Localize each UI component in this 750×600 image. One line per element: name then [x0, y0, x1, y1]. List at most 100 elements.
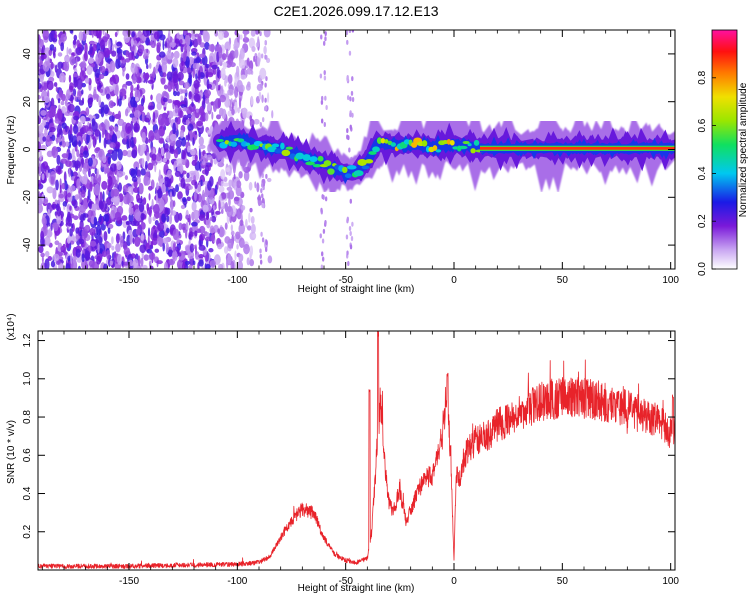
spectrogram-cell: [182, 50, 187, 63]
spectrogram-cell: [116, 265, 119, 269]
spectrogram-cell: [258, 91, 262, 100]
spectrogram-cell: [73, 34, 78, 41]
spectrogram-cell: [103, 230, 108, 242]
spectrogram-x-axis: -150 -100 -50 0 50 100: [41, 30, 679, 286]
spectrogram-cell: [99, 39, 105, 50]
spectrogram-cell: [207, 180, 212, 191]
ridge-core: [449, 139, 455, 146]
spectrogram-cell: [154, 248, 160, 253]
spectrogram-cell: [191, 101, 194, 107]
spectrogram-cell: [95, 30, 102, 39]
spectrogram-cell: [220, 209, 224, 214]
spectrogram-cell: [263, 45, 267, 55]
spectrogram-cell: [59, 72, 66, 83]
spectrogram-cell: [114, 31, 118, 38]
spectrogram-cell: [325, 105, 328, 111]
spectrogram-cell: [134, 65, 138, 75]
spectrogram-cell: [69, 30, 74, 34]
spectrogram-cell: [167, 249, 174, 257]
spectrogram-cell: [111, 236, 114, 245]
spectrogram-cell: [110, 163, 117, 172]
spectrogram-cell: [81, 97, 85, 104]
spectrogram-cell: [172, 242, 176, 253]
spectrogram-cell: [151, 237, 158, 246]
ridge-core: [344, 173, 352, 179]
ridge-core: [280, 142, 285, 150]
spectrogram-cell: [141, 143, 147, 152]
spectrogram-cell: [70, 253, 73, 265]
spectrogram-cell: [165, 242, 169, 254]
spectrogram-cell: [182, 150, 186, 160]
spectrogram-cell: [137, 144, 141, 154]
spectrogram-cell: [43, 222, 47, 231]
spectrogram-cell: [156, 188, 163, 199]
spectrogram-cell: [76, 78, 83, 91]
ridge-core: [372, 146, 380, 153]
spectrogram-cell: [96, 168, 99, 179]
spectrogram-cell: [215, 210, 221, 215]
spectrogram-cell: [198, 259, 204, 267]
spectrogram-cell: [69, 82, 74, 91]
spectrogram-cell: [83, 236, 86, 248]
spectrogram-cell: [75, 248, 81, 258]
spectrogram-cell: [128, 205, 134, 216]
colorbar-tick-label: 0.8: [697, 70, 708, 84]
spectrogram-cell: [47, 255, 53, 262]
spectrogram-cell: [52, 253, 60, 262]
spectrogram-cell: [121, 215, 128, 222]
spectrogram-cell: [173, 90, 178, 97]
spectrogram-cell: [40, 144, 47, 152]
spectrogram-cell: [349, 230, 352, 236]
spectrogram-cell: [130, 168, 138, 179]
spectrogram-cell: [107, 156, 111, 165]
spectrogram-cell: [205, 263, 211, 269]
spectrogram-cell: [204, 97, 210, 104]
spectrogram-cell: [111, 149, 118, 162]
spectrogram-cell: [46, 150, 53, 158]
spectrogram-cell: [188, 185, 193, 190]
spectrogram-cell: [64, 180, 68, 191]
spectrogram-cell: [61, 106, 67, 114]
spectrogram-cell: [88, 260, 95, 268]
spectrogram-cell: [122, 231, 126, 240]
spectrogram-cell: [106, 196, 112, 206]
spectrogram-cell: [187, 145, 191, 153]
spectrogram-cell: [348, 30, 352, 33]
spectrogram-cell: [218, 199, 221, 211]
spectrogram-cell: [238, 59, 246, 69]
spectrogram-cell: [81, 253, 85, 263]
spectrogram-cell: [84, 250, 91, 261]
spectrogram-cell: [218, 185, 225, 193]
spectrogram-cell: [205, 210, 210, 221]
spectrogram-cell: [162, 157, 168, 163]
spectrogram-cell: [207, 101, 212, 111]
spectrogram-cell: [349, 96, 352, 102]
spectrogram-cell: [119, 88, 127, 97]
spectrogram-cell: [140, 233, 145, 241]
spectrogram-cell: [140, 97, 145, 107]
spectrogram-cell: [81, 89, 84, 95]
spectrogram-cell: [212, 100, 217, 113]
spectrogram-cell: [324, 31, 327, 37]
spectrogram-cell: [105, 132, 111, 141]
spectrogram-cell: [218, 226, 225, 238]
spectrogram-cell: [191, 159, 198, 167]
spectrogram-cell: [259, 200, 262, 206]
spectrogram-cell: [160, 77, 166, 85]
spectrogram-cell: [349, 112, 352, 118]
spectrogram-cell: [205, 112, 209, 122]
spectrogram-cell: [148, 215, 152, 225]
spectrogram-cell: [243, 243, 250, 255]
y-tick-label: 20: [22, 96, 33, 108]
spectrogram-cell: [58, 193, 65, 199]
y-tick-label: 0.2: [22, 524, 33, 538]
spectrogram-cell: [65, 141, 70, 147]
x-tick-label: -50: [338, 275, 353, 286]
spectrogram-cell: [51, 134, 56, 142]
snr-y-axis: 0.2 0.4 0.6 0.8 1.0 1.2: [22, 333, 675, 539]
spectrogram-cell: [98, 52, 102, 62]
spectrogram-cell: [348, 226, 352, 232]
spectrogram-cell: [124, 58, 131, 63]
spectrogram-cell: [46, 186, 54, 194]
spectrogram-cell: [90, 62, 96, 68]
